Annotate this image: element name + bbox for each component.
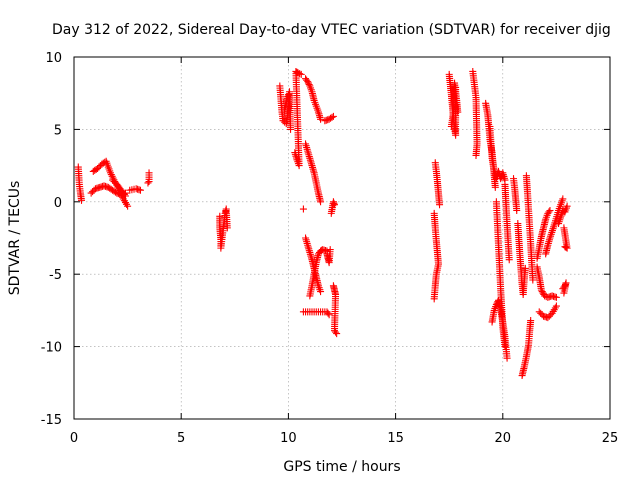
axis-ticks xyxy=(73,56,611,420)
data-point xyxy=(547,232,555,240)
data-point xyxy=(503,354,511,362)
data-point xyxy=(121,192,129,200)
x-tick-label: 10 xyxy=(280,431,297,446)
data-point xyxy=(513,206,521,214)
data-point xyxy=(304,79,312,87)
x-tick-label: 5 xyxy=(177,431,185,446)
data-point xyxy=(563,202,571,210)
data-point xyxy=(284,91,292,99)
y-axis-label: SDTVAR / TECUs xyxy=(7,181,23,296)
y-tick-label: 5 xyxy=(54,123,62,138)
data-point xyxy=(332,328,340,336)
data-point xyxy=(430,295,438,303)
data-point xyxy=(454,108,462,116)
y-tick-label: -5 xyxy=(49,268,62,283)
data-point xyxy=(560,289,568,297)
y-tick-labels: -15 -10 -5 0 5 10 xyxy=(41,51,62,428)
chart-title: Day 312 of 2022, Sidereal Day-to-day VTE… xyxy=(52,22,611,38)
data-point xyxy=(548,227,556,235)
data-point xyxy=(299,205,307,213)
data-point xyxy=(78,196,86,204)
data-point xyxy=(527,317,535,325)
data-point xyxy=(136,186,144,194)
data-points xyxy=(74,67,571,380)
data-point xyxy=(472,151,480,159)
data-point xyxy=(305,81,313,89)
data-point xyxy=(547,230,555,238)
data-point xyxy=(550,223,558,231)
y-tick-label: 10 xyxy=(45,51,62,66)
data-point xyxy=(491,183,499,191)
data-point xyxy=(436,201,444,209)
data-point xyxy=(297,70,305,78)
data-point xyxy=(120,191,128,199)
data-point xyxy=(144,179,152,187)
data-point xyxy=(329,112,337,120)
x-tick-label: 15 xyxy=(387,431,404,446)
data-point xyxy=(552,302,560,310)
data-point xyxy=(521,264,529,272)
data-point xyxy=(537,286,545,294)
data-point xyxy=(326,246,334,254)
x-axis-label: GPS time / hours xyxy=(283,459,400,475)
data-point xyxy=(294,69,302,77)
data-point xyxy=(539,289,547,297)
data-point xyxy=(559,195,567,203)
x-tick-labels: 0 5 10 15 20 25 xyxy=(70,431,618,446)
data-point xyxy=(333,330,341,338)
y-tick-label: 0 xyxy=(54,196,62,211)
data-point xyxy=(317,198,325,206)
data-point xyxy=(107,171,115,179)
data-point xyxy=(529,276,537,284)
x-tick-label: 0 xyxy=(70,431,78,446)
data-point xyxy=(287,125,295,133)
data-point xyxy=(330,201,338,209)
data-point xyxy=(546,234,554,242)
data-point xyxy=(304,78,312,86)
data-point xyxy=(325,311,333,319)
data-point xyxy=(124,202,132,210)
data-point xyxy=(328,113,336,121)
data-point xyxy=(324,309,332,317)
data-point xyxy=(541,292,549,300)
data-point xyxy=(560,224,568,232)
data-point xyxy=(549,225,557,233)
data-point xyxy=(546,206,554,214)
plot-frame xyxy=(73,56,611,420)
data-point xyxy=(145,178,153,186)
data-point xyxy=(223,224,231,232)
data-point xyxy=(552,293,560,301)
data-point xyxy=(545,208,553,216)
data-point xyxy=(548,228,556,236)
data-point xyxy=(106,169,114,177)
x-tick-label: 20 xyxy=(495,431,512,446)
data-point xyxy=(317,115,325,123)
data-point xyxy=(505,256,513,264)
data-point xyxy=(538,288,546,296)
data-point xyxy=(279,117,287,125)
x-tick-label: 25 xyxy=(602,431,619,446)
data-point xyxy=(317,288,325,296)
y-tick-label: -10 xyxy=(41,341,62,356)
data-point xyxy=(296,70,304,78)
y-tick-label: -15 xyxy=(41,413,62,428)
